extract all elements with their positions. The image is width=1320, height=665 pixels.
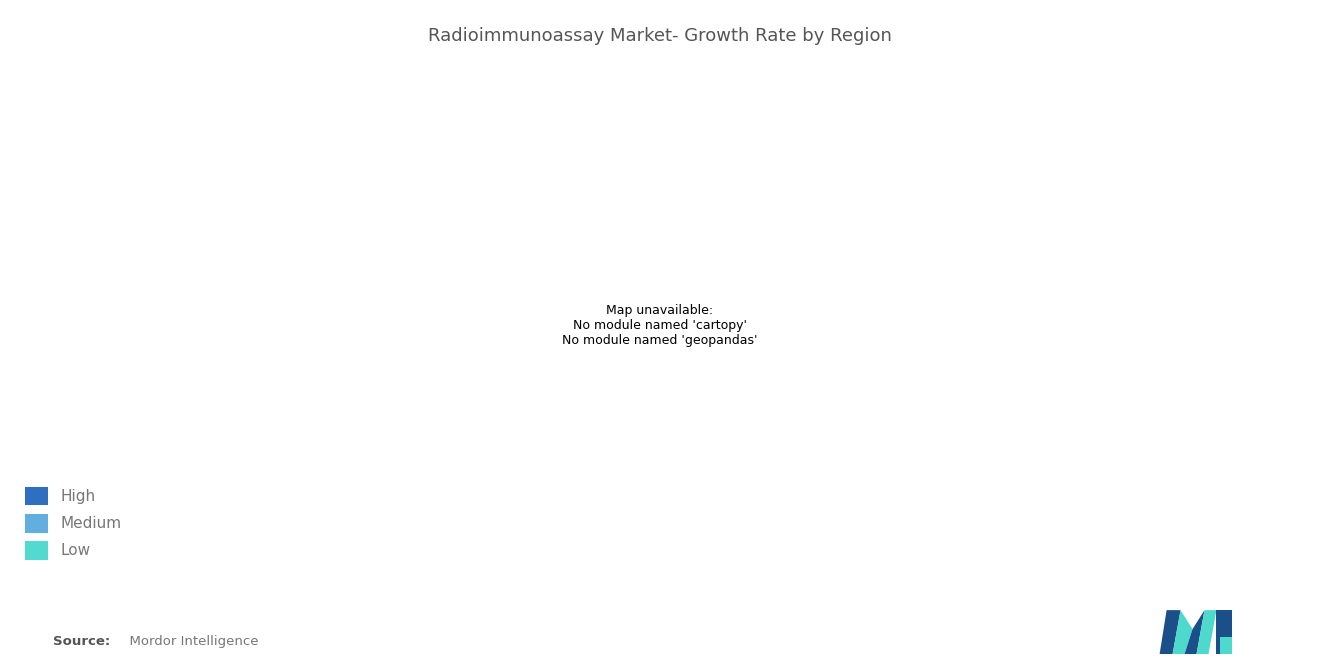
Text: Source:: Source: xyxy=(53,635,110,648)
Text: Map unavailable:
No module named 'cartopy'
No module named 'geopandas': Map unavailable: No module named 'cartop… xyxy=(562,305,758,347)
Polygon shape xyxy=(1184,610,1204,654)
Polygon shape xyxy=(1172,610,1192,654)
Polygon shape xyxy=(1221,637,1233,654)
Text: Mordor Intelligence: Mordor Intelligence xyxy=(121,635,259,648)
Legend: High, Medium, Low: High, Medium, Low xyxy=(21,482,127,564)
Polygon shape xyxy=(1196,610,1217,654)
Polygon shape xyxy=(1159,610,1180,654)
Polygon shape xyxy=(1217,610,1233,654)
Text: Radioimmunoassay Market- Growth Rate by Region: Radioimmunoassay Market- Growth Rate by … xyxy=(428,27,892,45)
